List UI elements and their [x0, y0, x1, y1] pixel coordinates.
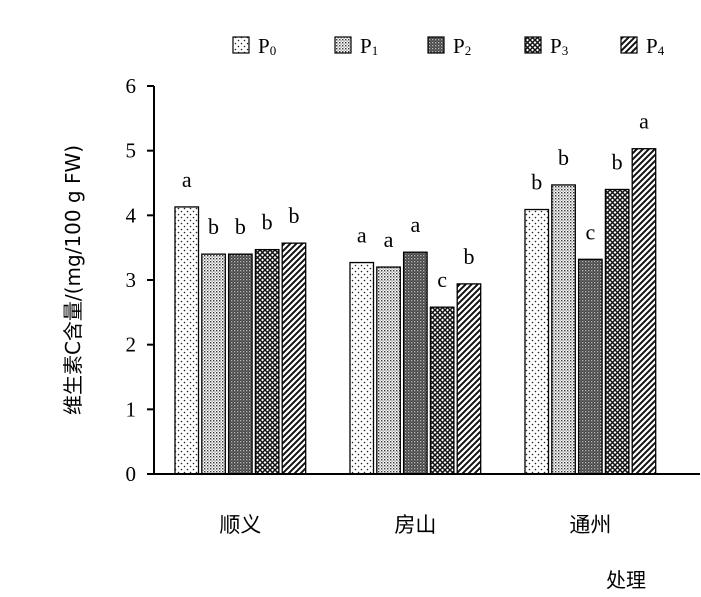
y-axis-ticks: 0 1 2 3 4 5 6 — [126, 74, 154, 486]
legend-swatch-P0 — [232, 36, 250, 54]
legend-swatch-P4 — [620, 36, 638, 54]
y-tick-label: 5 — [126, 139, 137, 163]
legend-label-P1: P1 — [360, 34, 378, 58]
significance-label: b — [288, 203, 299, 228]
y-tick-label: 0 — [126, 462, 137, 486]
y-tick-label: 1 — [126, 397, 137, 421]
y-axis-title: 维生素C含量/(mg/100 g FW) — [61, 145, 85, 415]
significance-label: b — [612, 149, 623, 174]
significance-label: a — [384, 227, 394, 252]
bar-P4-1 — [456, 283, 482, 475]
bar-P2-1 — [402, 251, 428, 475]
bar-P4-2 — [631, 148, 657, 475]
y-tick-label: 2 — [126, 333, 137, 357]
x-axis-title: 处理 — [606, 568, 646, 592]
bar-P0-1 — [349, 261, 375, 475]
category-label: 房山 — [394, 513, 436, 537]
significance-label: b — [235, 214, 246, 239]
significance-label: a — [357, 223, 367, 248]
category-label: 通州 — [569, 513, 611, 537]
legend-label-P0: P0 — [258, 34, 276, 58]
significance-label: c — [585, 219, 595, 244]
bar-P4-0 — [281, 242, 307, 475]
significance-label: b — [262, 210, 273, 235]
legend-label-P3: P3 — [550, 34, 568, 58]
significance-label: a — [182, 167, 192, 192]
significance-label: a — [410, 212, 420, 237]
bar-P2-0 — [227, 253, 253, 475]
significance-label: b — [208, 214, 219, 239]
bar-P1-2 — [551, 184, 576, 475]
bar-P3-0 — [254, 248, 280, 475]
legend-label-P2: P2 — [453, 34, 471, 58]
category-label: 顺义 — [219, 513, 261, 537]
significance-label: a — [639, 109, 649, 134]
bar-P3-1 — [429, 306, 455, 475]
bar-P0-0 — [174, 206, 200, 475]
significance-label: c — [437, 267, 447, 292]
significance-label: b — [558, 145, 569, 170]
y-tick-label: 3 — [126, 268, 137, 292]
bar-P0-2 — [524, 208, 550, 475]
legend-swatch-P3 — [524, 36, 542, 54]
bar-P1-0 — [201, 253, 226, 475]
category-labels: 顺义 房山 通州 — [219, 513, 611, 537]
bar-P3-2 — [604, 188, 630, 475]
significance-label: b — [463, 244, 474, 269]
legend-swatch-P2 — [427, 36, 445, 54]
bars — [174, 148, 657, 475]
bar-P1-1 — [376, 266, 401, 475]
bar-P2-2 — [577, 258, 603, 475]
legend-swatch-P1 — [334, 36, 352, 54]
significance-label: b — [531, 170, 542, 195]
legend-label-P4: P4 — [646, 34, 665, 58]
legend: P0 P1 P2 P3 P4 — [232, 34, 665, 58]
y-tick-label: 6 — [126, 74, 137, 98]
y-tick-label: 4 — [126, 203, 137, 227]
